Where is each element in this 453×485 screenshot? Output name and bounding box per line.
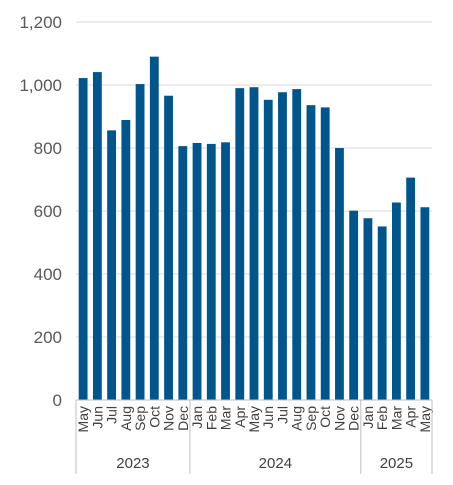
x-tick-label: Oct bbox=[317, 406, 333, 428]
x-tick-label: May bbox=[417, 406, 433, 432]
bars bbox=[78, 56, 430, 401]
year-label: 2023 bbox=[116, 455, 149, 472]
bar-19 bbox=[349, 210, 359, 400]
bar-23 bbox=[406, 177, 416, 400]
y-tick-label: 600 bbox=[34, 202, 62, 221]
year-label: 2024 bbox=[259, 455, 292, 472]
x-tick-label: May bbox=[246, 406, 262, 432]
x-tick-label: Aug bbox=[289, 406, 305, 431]
y-tick-label: 200 bbox=[34, 328, 62, 347]
bar-3 bbox=[121, 119, 131, 400]
bar-20 bbox=[363, 218, 373, 400]
y-tick-label: 800 bbox=[34, 139, 62, 158]
bar-2 bbox=[107, 130, 117, 401]
bar-15 bbox=[292, 89, 302, 400]
x-tick-label: Jul bbox=[274, 406, 290, 424]
x-tick-label: Nov bbox=[161, 406, 177, 431]
bar-17 bbox=[320, 107, 330, 401]
y-tick-label: 400 bbox=[34, 265, 62, 284]
bar-13 bbox=[263, 99, 273, 401]
bar-18 bbox=[335, 148, 344, 400]
x-tick-label: Sep bbox=[132, 406, 148, 431]
x-tick-label: Jan bbox=[360, 406, 376, 429]
x-tick-label: Jan bbox=[189, 406, 205, 429]
bar-21 bbox=[377, 226, 387, 400]
y-tick-label: 1,000 bbox=[19, 76, 62, 95]
year-groups: 2023 2024 2025 bbox=[75, 400, 433, 474]
bar-10 bbox=[221, 142, 230, 400]
x-tick-label: Dec bbox=[175, 406, 191, 431]
bar-1 bbox=[92, 72, 102, 401]
x-tick-label: Dec bbox=[346, 406, 362, 431]
y-axis-ticks: 0 200 400 600 800 1,000 1,200 bbox=[19, 13, 62, 410]
x-axis-ticks: MayJunJulAugSepOctNovDecJanFebMarAprMayJ… bbox=[75, 406, 433, 433]
x-tick-label: Mar bbox=[388, 406, 404, 430]
bar-0 bbox=[78, 78, 88, 400]
x-tick-label: Mar bbox=[218, 406, 234, 430]
x-tick-label: Jul bbox=[104, 406, 120, 424]
bar-7 bbox=[178, 146, 188, 400]
x-tick-label: Jun bbox=[260, 406, 276, 429]
bar-11 bbox=[235, 88, 245, 401]
bar-8 bbox=[192, 142, 202, 400]
x-tick-label: Apr bbox=[232, 406, 248, 428]
x-tick-label: May bbox=[75, 406, 91, 432]
year-label: 2025 bbox=[380, 455, 413, 472]
x-tick-label: Feb bbox=[203, 406, 219, 430]
bar-5 bbox=[149, 56, 159, 401]
y-tick-label: 0 bbox=[53, 391, 62, 410]
bar-14 bbox=[278, 92, 287, 401]
x-tick-label: Oct bbox=[146, 406, 162, 428]
x-tick-label: Apr bbox=[403, 406, 419, 428]
y-tick-label: 1,200 bbox=[19, 13, 62, 32]
bar-12 bbox=[249, 87, 259, 400]
x-tick-label: Jun bbox=[89, 406, 105, 429]
bar-16 bbox=[306, 105, 316, 400]
x-tick-label: Nov bbox=[331, 406, 347, 431]
bar-24 bbox=[420, 207, 430, 400]
bar-9 bbox=[206, 143, 216, 400]
x-tick-label: Sep bbox=[303, 406, 319, 431]
bar-6 bbox=[164, 95, 173, 401]
x-tick-label: Aug bbox=[118, 406, 134, 431]
bar-22 bbox=[391, 202, 401, 400]
x-tick-label: Feb bbox=[374, 406, 390, 430]
bar-4 bbox=[135, 84, 145, 401]
